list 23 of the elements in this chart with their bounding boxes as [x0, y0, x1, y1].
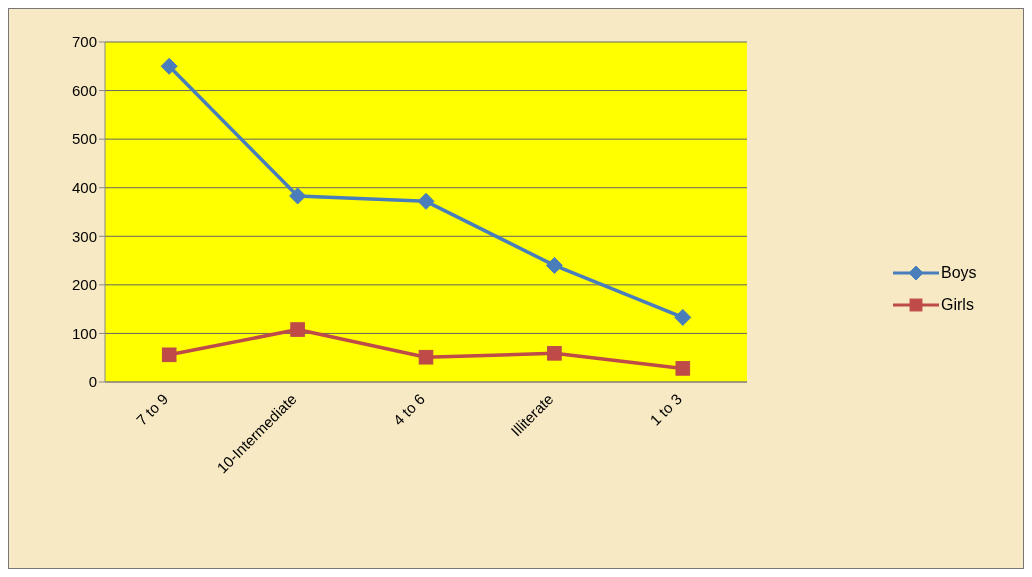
x-tick-label: 1 to 3 [646, 390, 685, 429]
point [289, 187, 307, 205]
y-tick-label: 0 [88, 373, 97, 391]
y-tick-label: 600 [71, 81, 97, 99]
point [675, 361, 691, 376]
y-tick-label: 700 [71, 33, 97, 51]
point [160, 57, 178, 75]
x-tick-label: 4 to 6 [389, 390, 429, 429]
y-tick-label: 500 [71, 130, 97, 148]
y-tick-label: 200 [71, 276, 97, 294]
point [674, 308, 692, 326]
y-tick-label: 400 [71, 179, 97, 197]
legend-label: Boys [941, 263, 977, 282]
y-tick-label: 100 [71, 324, 97, 342]
x-tick-label: 7 to 9 [132, 390, 172, 429]
point [161, 347, 177, 363]
point [290, 322, 305, 337]
point [418, 349, 434, 365]
point [547, 346, 562, 361]
point [545, 256, 563, 274]
y-tick-label: 300 [71, 227, 97, 245]
point [417, 192, 435, 210]
legend-label: Girls [941, 295, 974, 314]
